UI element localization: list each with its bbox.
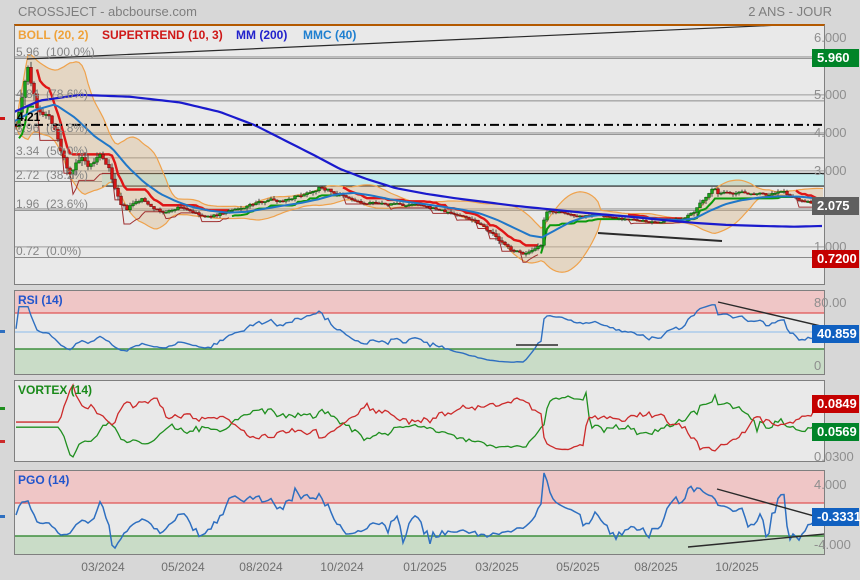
x-date-9: 10/2025	[715, 560, 759, 574]
axis-tick-4: 4.000	[814, 125, 847, 140]
x-date-6: 03/2025	[475, 560, 519, 574]
rsi-value-badge: 40.859	[812, 325, 859, 343]
rsi-start-mark	[0, 330, 5, 333]
fib-label-786: 4.84 (78.6%)	[16, 87, 89, 101]
fib-label-236: 1.96 (23.6%)	[16, 197, 89, 211]
price-chart-canvas	[15, 26, 824, 273]
rsi-tick-0: 0	[814, 358, 822, 373]
instrument-title: CROSSJECT - abcbourse.com	[18, 4, 197, 19]
fib-label-382: 2.72 (38.2%)	[16, 168, 89, 182]
x-date-2: 05/2024	[161, 560, 205, 574]
fib-label-618: 3.96 (61.8%)	[16, 121, 89, 135]
threshold-price-label: 4.21	[17, 110, 41, 124]
pgo-title: PGO (14)	[18, 473, 70, 487]
fib-label-100: 5.96 (100.0%)	[16, 45, 95, 59]
pgo-tick-m4: -4.000	[814, 537, 851, 552]
last-price-badge: 2.075	[812, 197, 859, 215]
price-start-mark	[0, 117, 5, 120]
x-date-4: 10/2024	[320, 560, 364, 574]
x-date-1: 03/2024	[81, 560, 125, 574]
pgo-start-mark	[0, 515, 5, 518]
legend-mmc40: MMC (40)	[303, 28, 357, 42]
vortex-minus-start-mark	[0, 440, 5, 443]
legend-boll: BOLL (20, 2)	[18, 28, 89, 42]
fib-label-0: 0.72 (0.0%)	[16, 244, 82, 258]
vortex-chart-canvas	[16, 383, 824, 458]
x-date-3: 08/2024	[239, 560, 283, 574]
rsi-panel	[14, 290, 825, 375]
fib-label-500: 3.34 (50.0%)	[16, 144, 89, 158]
pgo-panel	[14, 470, 825, 555]
rsi-title: RSI (14)	[18, 293, 63, 307]
x-date-5: 01/2025	[403, 560, 447, 574]
vortex-minus-badge: 0.0849	[812, 395, 859, 413]
legend-supertrend: SUPERTREND (10, 3)	[102, 28, 223, 42]
vortex-plus-start-mark	[0, 407, 5, 410]
rsi-chart-canvas	[15, 291, 824, 374]
x-date-7: 05/2025	[556, 560, 600, 574]
price-panel	[14, 24, 825, 285]
x-date-8: 08/2025	[634, 560, 678, 574]
high-price-badge: 5.960	[812, 49, 859, 67]
rsi-tick-80: 80.00	[814, 295, 847, 310]
timeframe-label: 2 ANS - JOUR	[748, 4, 832, 19]
vortex-panel	[14, 380, 825, 462]
legend-mm200: MM (200)	[236, 28, 288, 42]
axis-tick-6: 6.000	[814, 30, 847, 45]
pgo-tick-4: 4.000	[814, 477, 847, 492]
vortex-plus-badge: 0.0569	[812, 423, 859, 441]
axis-tick-3: 3.000	[814, 163, 847, 178]
axis-tick-5: 5.000	[814, 87, 847, 102]
pgo-chart-canvas	[15, 471, 824, 554]
pgo-value-badge: -0.3331	[812, 508, 860, 526]
vortex-title: VORTEX (14)	[18, 383, 93, 397]
vortex-tick: 0.0300	[814, 449, 854, 464]
low-price-badge: 0.7200	[812, 250, 859, 268]
